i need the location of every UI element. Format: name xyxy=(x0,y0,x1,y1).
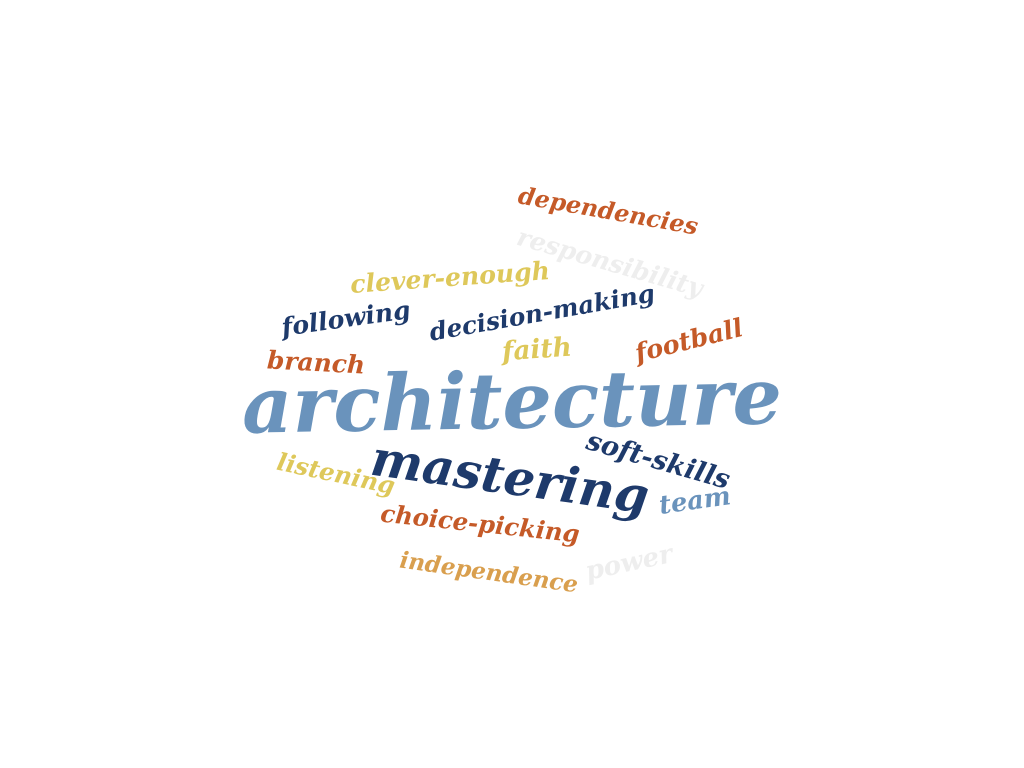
word-following: following xyxy=(279,294,413,342)
word-branch: branch xyxy=(266,344,366,380)
word-team: team xyxy=(657,481,733,521)
word-power: power xyxy=(582,539,676,587)
word-independence: independence xyxy=(398,546,580,598)
word-clever-enough: clever-enough xyxy=(349,254,551,299)
word-faith: faith xyxy=(501,331,573,368)
